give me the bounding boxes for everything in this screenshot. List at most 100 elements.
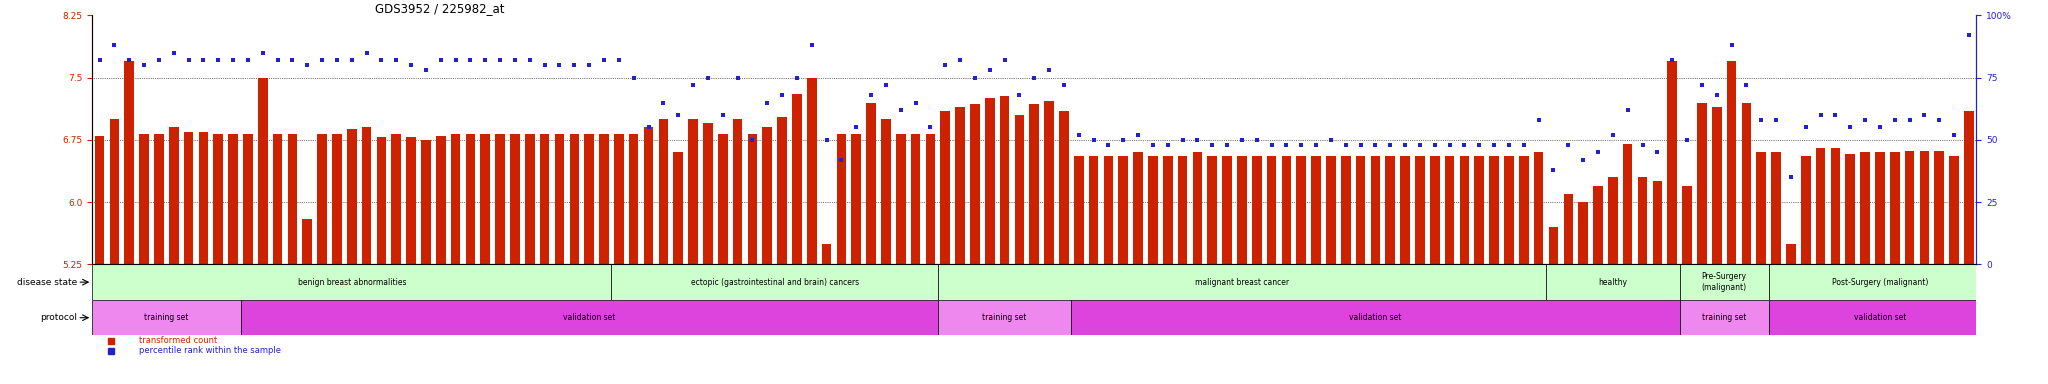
Bar xyxy=(1769,264,1991,300)
Bar xyxy=(422,140,430,264)
Bar xyxy=(1653,181,1663,264)
Bar xyxy=(1817,148,1825,264)
Bar xyxy=(940,111,950,264)
Point xyxy=(143,57,176,63)
Point xyxy=(752,99,784,106)
Point xyxy=(1077,137,1110,143)
Point xyxy=(1655,57,1688,63)
Point xyxy=(1419,142,1452,148)
Point xyxy=(1774,174,1806,180)
Point xyxy=(1270,142,1303,148)
Point xyxy=(1552,142,1585,148)
Bar xyxy=(1370,156,1380,264)
Bar xyxy=(569,134,580,264)
Bar xyxy=(1905,151,1915,264)
Point xyxy=(1106,137,1139,143)
Point xyxy=(395,62,428,68)
Bar xyxy=(1251,156,1262,264)
Bar xyxy=(406,137,416,264)
Point xyxy=(322,57,354,63)
Point xyxy=(1151,142,1184,148)
Point xyxy=(1819,112,1851,118)
Point xyxy=(381,57,414,63)
Point xyxy=(276,57,309,63)
Point xyxy=(1849,117,1882,123)
Point xyxy=(365,57,397,63)
Point xyxy=(1745,117,1778,123)
Bar xyxy=(1876,152,1884,264)
Point xyxy=(1196,142,1229,148)
Bar xyxy=(748,134,758,264)
Bar xyxy=(258,78,268,264)
Bar xyxy=(1460,156,1468,264)
Bar xyxy=(807,78,817,264)
Bar xyxy=(938,264,1546,300)
Point xyxy=(1343,142,1376,148)
Bar xyxy=(1223,156,1233,264)
Point xyxy=(973,67,1006,73)
Bar xyxy=(184,132,193,264)
Bar xyxy=(1401,156,1409,264)
Bar xyxy=(1118,156,1128,264)
Point xyxy=(1878,117,1911,123)
Bar xyxy=(1679,264,1769,300)
Point xyxy=(1892,117,1925,123)
Bar xyxy=(1919,151,1929,264)
Point xyxy=(1597,132,1630,138)
Bar xyxy=(125,61,133,264)
Point xyxy=(424,57,457,63)
Bar xyxy=(1638,177,1647,264)
Point xyxy=(498,57,530,63)
Point xyxy=(573,62,606,68)
Point xyxy=(721,74,754,81)
Bar xyxy=(1296,156,1307,264)
Bar xyxy=(1014,115,1024,264)
Bar xyxy=(1534,152,1544,264)
Point xyxy=(483,57,516,63)
Point xyxy=(1047,82,1079,88)
Text: healthy: healthy xyxy=(1597,278,1628,286)
Bar xyxy=(168,127,178,264)
Point xyxy=(944,57,977,63)
Point xyxy=(1671,137,1704,143)
Point xyxy=(1790,124,1823,131)
Point xyxy=(127,62,160,68)
Bar xyxy=(1622,144,1632,264)
Bar xyxy=(938,300,1071,336)
Point xyxy=(1122,132,1155,138)
Bar xyxy=(584,134,594,264)
Bar xyxy=(94,136,104,264)
Point xyxy=(870,82,903,88)
Point xyxy=(469,57,502,63)
Point xyxy=(1612,107,1645,113)
Point xyxy=(438,57,471,63)
Bar xyxy=(659,119,668,264)
Point xyxy=(1182,137,1214,143)
Text: Pre-Surgery
(malignant): Pre-Surgery (malignant) xyxy=(1702,272,1747,292)
Bar xyxy=(362,127,371,264)
Point xyxy=(186,57,219,63)
Point xyxy=(899,99,932,106)
Bar xyxy=(600,134,608,264)
Point xyxy=(588,57,621,63)
Point xyxy=(1448,142,1481,148)
Point xyxy=(1434,142,1466,148)
Point xyxy=(1137,142,1169,148)
Bar xyxy=(465,134,475,264)
Bar xyxy=(481,134,489,264)
Bar xyxy=(643,127,653,264)
Point xyxy=(231,57,264,63)
Point xyxy=(780,74,813,81)
Point xyxy=(305,57,338,63)
Bar xyxy=(1503,156,1513,264)
Bar xyxy=(154,134,164,264)
Bar xyxy=(762,127,772,264)
Point xyxy=(514,57,547,63)
Bar xyxy=(1311,156,1321,264)
Text: validation set: validation set xyxy=(1350,313,1401,322)
Bar xyxy=(1520,156,1528,264)
Bar xyxy=(496,134,506,264)
Point xyxy=(455,57,487,63)
Point xyxy=(1225,137,1257,143)
Bar xyxy=(793,94,801,264)
